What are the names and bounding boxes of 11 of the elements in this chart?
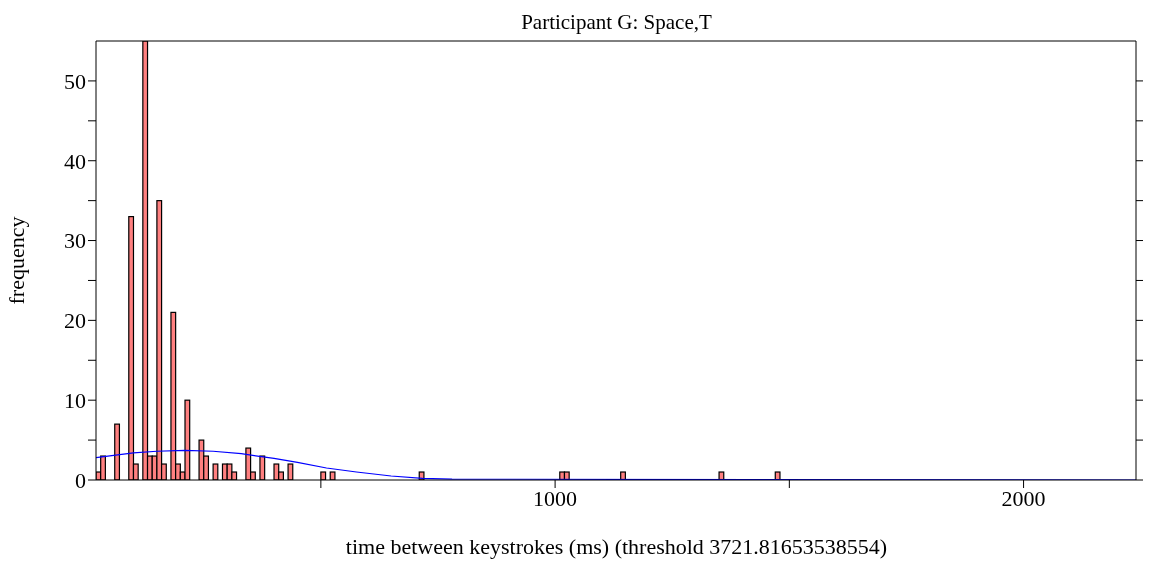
y-tick-label: 20 xyxy=(64,308,86,334)
y-axis-title: frequency xyxy=(3,216,29,305)
y-tick-label: 30 xyxy=(64,228,86,254)
x-tick-label: 2000 xyxy=(1001,485,1046,511)
x-axis-title: time between keystrokes (ms) (threshold 3721.81653538554) xyxy=(344,534,889,560)
y-tick-label: 40 xyxy=(64,148,86,174)
y-tick-label: 0 xyxy=(75,467,86,493)
y-tick-label: 50 xyxy=(64,68,86,94)
chart-title: Participant G: Space,T xyxy=(520,10,713,35)
y-tick-label: 10 xyxy=(64,387,86,413)
x-tick-label: 1000 xyxy=(533,485,578,511)
